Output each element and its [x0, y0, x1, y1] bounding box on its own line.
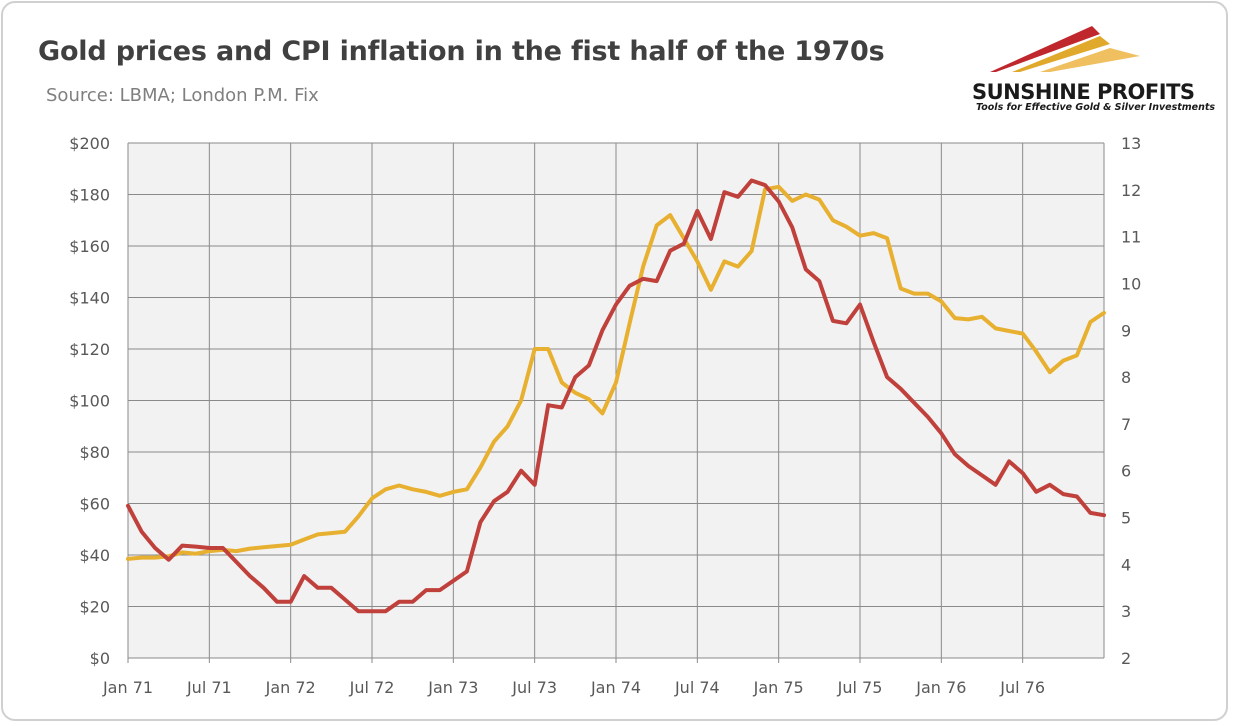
logo-tagline: Tools for Effective Gold & Silver Invest…: [976, 102, 1216, 113]
logo-swoosh-icon: [990, 26, 1140, 72]
y-right-tick-label: 3: [1121, 602, 1131, 621]
x-tick-label: Jan 71: [102, 678, 153, 697]
x-tick-label: Jan 72: [265, 678, 316, 697]
cpi-inflation-line: [126, 178, 1106, 614]
logo-swoosh-gold: [1012, 36, 1110, 72]
logo-swoosh-light: [1040, 48, 1140, 72]
y-right-tick-label: 13: [1121, 134, 1141, 153]
sunshine-profits-logo: SUNSHINE PROFITS Tools for Effective Gol…: [960, 20, 1215, 120]
chart-subtitle: Source: LBMA; London P.M. Fix: [46, 85, 319, 106]
x-tick-label: Jul 76: [999, 678, 1045, 697]
y-left-tick-label: $20: [79, 598, 110, 617]
x-tick-label: Jul 73: [511, 678, 557, 697]
y-left-tick-label: $40: [79, 546, 110, 565]
y-left-tick-label: $140: [69, 289, 110, 308]
y-left-tick-label: $200: [69, 134, 110, 153]
chart-title: Gold prices and CPI inflation in the fis…: [38, 36, 885, 67]
x-tick-label: Jan 73: [427, 678, 478, 697]
y-left-tick-label: $120: [69, 340, 110, 359]
logo-swoosh-red: [990, 26, 1100, 72]
y-left-tick-label: $60: [79, 495, 110, 514]
x-tick-label: Jul 71: [186, 678, 232, 697]
x-tick-label: Jan 76: [915, 678, 966, 697]
y-right-tick-label: 10: [1121, 274, 1141, 293]
y-right-tick-label: 7: [1121, 415, 1131, 434]
x-tick-label: Jul 74: [674, 678, 720, 697]
x-tick-label: Jan 75: [753, 678, 804, 697]
y-left-tick-label: $180: [69, 186, 110, 205]
y-right-tick-label: 11: [1121, 228, 1141, 247]
x-tick-label: Jan 74: [590, 678, 641, 697]
y-right-tick-label: 4: [1121, 555, 1131, 574]
y-right-tick-label: 12: [1121, 181, 1141, 200]
y-left-tick-label: $0: [90, 649, 110, 668]
logo-name: SUNSHINE PROFITS: [972, 80, 1195, 104]
x-tick-label: Jul 75: [837, 678, 883, 697]
y-right-tick-label: 2: [1121, 649, 1131, 668]
y-right-tick-label: 6: [1121, 462, 1131, 481]
y-left-tick-label: $100: [69, 392, 110, 411]
x-tick-label: Jul 72: [349, 678, 395, 697]
y-right-tick-label: 9: [1121, 321, 1131, 340]
y-right-tick-label: 8: [1121, 368, 1131, 387]
y-right-tick-label: 5: [1121, 509, 1131, 528]
y-left-tick-label: $80: [79, 443, 110, 462]
gold-price-line: [126, 184, 1106, 561]
y-left-tick-label: $160: [69, 237, 110, 256]
